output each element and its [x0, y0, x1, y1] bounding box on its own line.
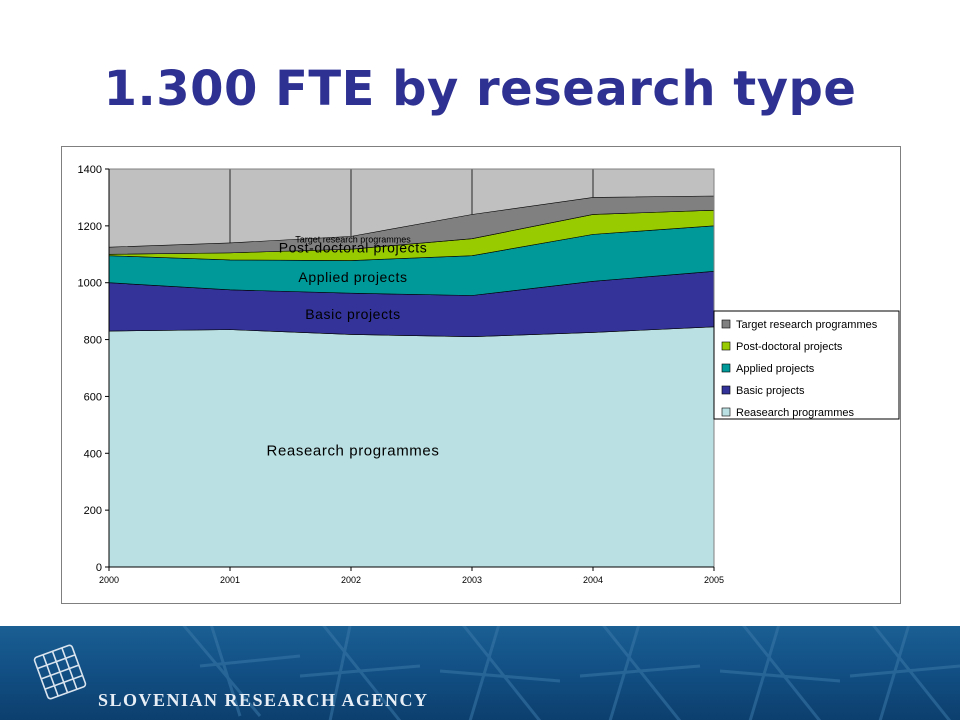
- legend-swatch-1: [721, 385, 731, 395]
- legend-label: Applied projects: [736, 363, 815, 375]
- y-tick-label: 1400: [78, 164, 102, 176]
- area-label-4: Target research programmes: [295, 235, 411, 245]
- legend-swatch-0: [721, 407, 731, 417]
- footer-pattern: [182, 626, 960, 720]
- footer-banner: SLOVENIAN RESEARCH AGENCY: [0, 626, 960, 720]
- y-tick-label: 200: [84, 505, 102, 517]
- x-tick-label: 2003: [462, 575, 482, 585]
- x-tick-label: 2005: [704, 575, 724, 585]
- x-tick-label: 2004: [583, 575, 603, 585]
- x-tick-label: 2002: [341, 575, 361, 585]
- y-tick-label: 0: [96, 562, 102, 574]
- agency-name: SLOVENIAN RESEARCH AGENCY: [98, 690, 429, 710]
- title-rest: by research type: [374, 61, 857, 117]
- legend-swatch-2: [721, 363, 731, 373]
- title-highlight: 1.300 FTE: [103, 61, 375, 117]
- stacked-area-chart: 0 200 400 600 800 1000 1200 1400 2000 2001 2002 200…: [78, 164, 900, 585]
- legend-label: Basic projects: [736, 385, 805, 397]
- slide-title: 1.300 FTE by research type: [0, 61, 960, 117]
- y-tick-label: 1000: [78, 278, 102, 290]
- legend-box: [713, 310, 900, 420]
- x-tick-label: 2000: [99, 575, 119, 585]
- legend-label: Target research programmes: [736, 319, 878, 331]
- area-label-0: Reasearch programmes: [267, 443, 440, 460]
- x-tick-label: 2001: [220, 575, 240, 585]
- legend-swatch-3: [721, 341, 731, 351]
- legend-swatch-4: [721, 319, 731, 329]
- y-tick-label: 1200: [78, 221, 102, 233]
- legend-label: Post-doctoral projects: [736, 341, 843, 353]
- agency-logo: [33, 644, 87, 700]
- chart-frame: 0 200 400 600 800 1000 1200 1400 2000 2001 2002 200…: [61, 146, 901, 604]
- area-label-3: Post-doctoral projects: [279, 240, 428, 256]
- area-label-2: Applied projects: [298, 269, 407, 285]
- area-label-1: Basic projects: [305, 306, 401, 322]
- y-tick-label: 800: [84, 335, 102, 347]
- legend-label: Reasearch programmes: [736, 407, 854, 419]
- y-tick-label: 600: [84, 391, 102, 403]
- y-tick-label: 400: [84, 448, 102, 460]
